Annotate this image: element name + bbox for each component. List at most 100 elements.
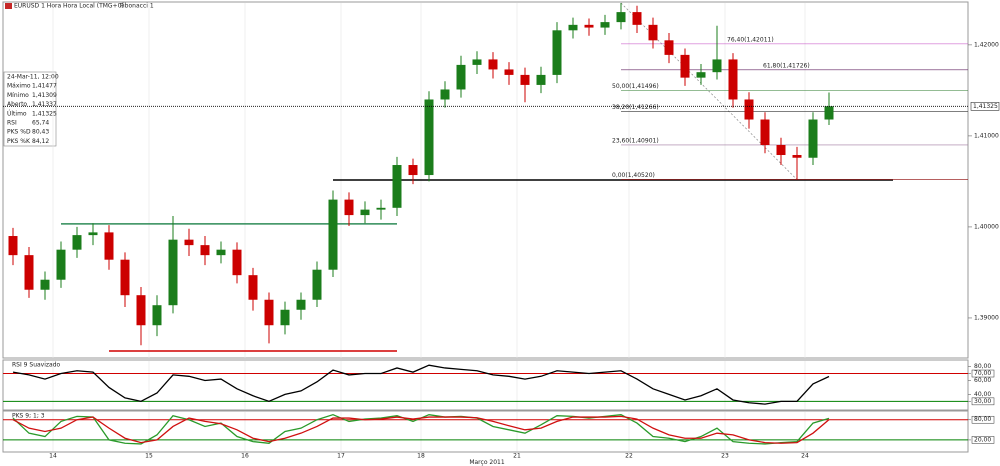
x-tick-label: 14 <box>49 453 57 460</box>
candle-body <box>328 199 338 270</box>
candle-body <box>728 59 738 100</box>
candle-body <box>104 232 114 260</box>
candle-body <box>744 99 754 120</box>
info-label: RSI <box>7 120 17 127</box>
candle-body <box>456 64 466 90</box>
y-tick-label: 70,00 <box>974 370 991 377</box>
candle-body <box>200 245 210 256</box>
y-tick-label: 80,00 <box>974 416 991 423</box>
info-label: Máximo <box>7 83 31 90</box>
candle-body <box>664 40 674 55</box>
y-tick-label: 1,40000 <box>974 223 999 230</box>
pks-panel <box>2 410 969 453</box>
candle-body <box>72 235 82 250</box>
candle-body <box>552 30 562 75</box>
y-tick-label: 1,39000 <box>974 314 999 321</box>
panel-title: PKS 9; 1; 3 <box>12 413 45 420</box>
candle-body <box>648 24 658 41</box>
main-panel <box>2 1 969 359</box>
x-tick-label: 23 <box>721 453 729 460</box>
candle-body <box>488 59 498 70</box>
candle-body <box>632 12 642 25</box>
candle-body <box>168 239 178 306</box>
x-tick-label: 21 <box>513 453 521 460</box>
candle-body <box>376 207 386 210</box>
fibonacci-label: 23,60(1,40901) <box>612 137 659 144</box>
chart-subtitle: Fibonacci 1 <box>120 3 154 10</box>
info-value: 84,12 <box>32 138 49 145</box>
candle-body <box>232 249 242 276</box>
x-axis-label: Março 2011 <box>469 459 505 466</box>
rsi-panel <box>2 359 969 411</box>
candle-body <box>696 72 706 78</box>
level-box <box>971 415 995 424</box>
info-value: 80,43 <box>32 129 49 136</box>
candle-body <box>616 12 626 23</box>
fibonacci-label: 50,00(1,41496) <box>612 83 659 90</box>
candle-body <box>776 145 786 156</box>
candle-body <box>584 24 594 28</box>
candle-body <box>568 24 578 31</box>
x-tick-label: 15 <box>145 453 153 460</box>
candle-body <box>120 259 130 296</box>
candle-body <box>56 249 66 280</box>
info-label: 24-Mar-11, 12:00 <box>7 74 59 81</box>
level-box <box>971 397 995 406</box>
candle-body <box>808 119 818 158</box>
candle-body <box>392 165 402 208</box>
candle-body <box>504 69 514 75</box>
indicator-line <box>12 415 830 444</box>
indicator-line <box>12 364 830 405</box>
candle-body <box>184 239 194 246</box>
candle-body <box>360 209 370 216</box>
y-tick-label: 80,00 <box>974 363 991 370</box>
y-tick-label: 20,00 <box>974 436 991 443</box>
fibonacci-label: 38,20(1,41266) <box>612 104 659 111</box>
candle-body <box>760 119 770 145</box>
info-value: 1,41337 <box>32 101 57 108</box>
fibonacci-label: 61,80(1,41726) <box>763 62 810 69</box>
panel-title: RSI 9 Suavizado <box>12 362 61 369</box>
candle-body <box>216 249 226 256</box>
level-box <box>971 369 995 378</box>
candle-body <box>280 309 290 326</box>
candle-body <box>472 59 482 65</box>
candle-body <box>40 279 50 290</box>
x-tick-label: 22 <box>625 453 633 460</box>
info-value: 65,74 <box>32 120 49 127</box>
candle-body <box>264 299 274 326</box>
info-label: Mínimo <box>7 92 29 99</box>
fibonacci-label: 0,00(1,40520) <box>612 172 655 179</box>
info-label: PKS %D <box>7 129 31 136</box>
info-value: 1,41477 <box>32 83 57 90</box>
candle-body <box>520 74 530 85</box>
candle-body <box>136 295 146 326</box>
candle-body <box>536 74 546 85</box>
info-value: 1,41325 <box>32 110 57 117</box>
candle-body <box>88 232 98 236</box>
info-value: 1,41309 <box>32 92 57 99</box>
x-tick-label: 17 <box>337 453 345 460</box>
fibonacci-label: 76,40(1,42011) <box>727 36 774 43</box>
level-box <box>971 436 995 444</box>
info-label: Último <box>7 110 27 117</box>
y-tick-label: 30,00 <box>974 398 991 405</box>
x-tick-label: 16 <box>241 453 249 460</box>
x-tick-label: 24 <box>801 453 809 460</box>
candle-body <box>296 299 306 310</box>
last-price-box <box>970 102 1000 111</box>
y-tick-label: 40,00 <box>974 391 991 398</box>
candle-body <box>8 236 18 256</box>
candle-body <box>408 165 418 176</box>
symbol-icon <box>5 3 12 9</box>
y-tick-label: 1,42000 <box>974 41 999 48</box>
last-price-label: 1,41325 <box>973 103 998 110</box>
candle-body <box>600 22 610 28</box>
info-box <box>3 71 57 147</box>
candle-body <box>248 275 258 300</box>
candle-body <box>312 269 322 300</box>
candle-body <box>824 106 834 120</box>
